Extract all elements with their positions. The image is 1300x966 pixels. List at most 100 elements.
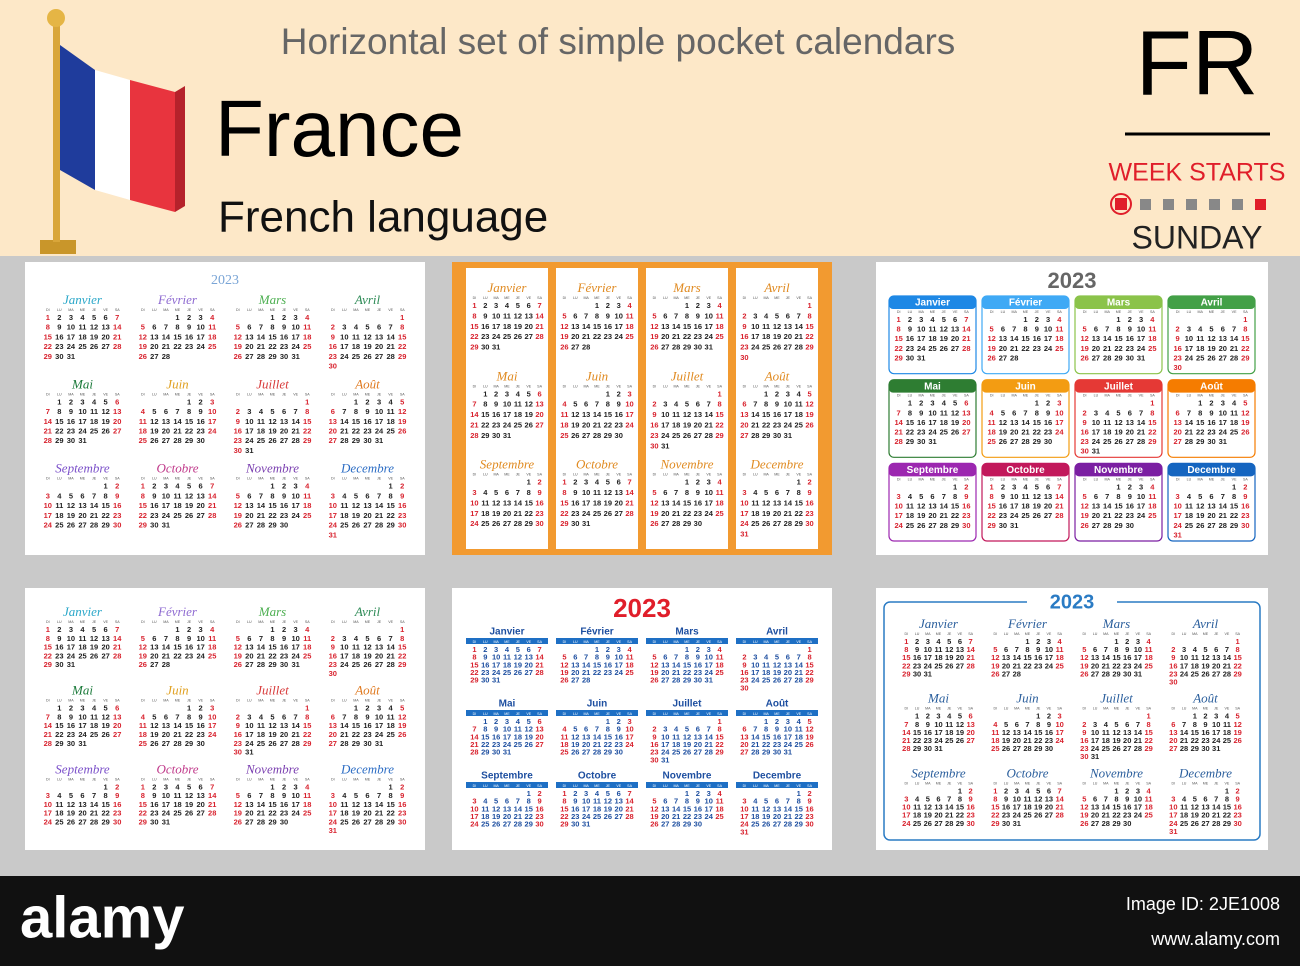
day: 24 [1212,736,1221,745]
day: 29 [139,521,147,530]
day: 6 [1046,482,1050,491]
weekday: SA [210,392,215,396]
day: 28 [257,352,265,361]
day: 7 [1023,408,1027,417]
day: 19 [525,732,533,741]
day: 6 [104,625,108,634]
day: 5 [104,704,108,713]
day: 9 [57,634,61,643]
day: 14 [1102,803,1111,812]
day: 24 [615,668,624,677]
day: 12 [1201,653,1209,662]
day: 16 [694,322,702,331]
day: 3 [80,704,84,713]
day: 4 [1023,482,1028,491]
day: 16 [740,668,748,677]
weekday: ME [930,310,936,314]
weekday-bar [466,710,548,716]
day: 31 [245,748,253,757]
day: 4 [1198,325,1203,334]
weekday: ME [80,699,86,703]
day: 5 [775,653,779,662]
day: 28 [593,748,601,757]
day: 20 [694,420,702,429]
weekday: MA [925,632,931,636]
month-name: Août [764,368,790,383]
day: 14 [208,791,217,800]
day: 11 [503,311,511,320]
day: 6 [573,311,577,320]
day: 28 [162,660,170,669]
day: 17 [1044,334,1052,343]
day: 8 [104,791,108,800]
day: 29 [268,817,276,826]
day: 11 [560,410,568,419]
weekday: DI [473,473,477,477]
weekday: ME [504,640,510,644]
weekday: JE [92,308,97,312]
day: 4 [305,625,310,634]
day: 3 [707,478,711,487]
day: 18 [1103,427,1111,436]
day: 24 [503,740,512,749]
day: 12 [352,800,360,809]
day: 24 [375,730,384,739]
day: 26 [650,519,658,528]
day: 21 [1103,344,1111,353]
day: 31 [1173,530,1181,539]
day: 12 [991,653,999,662]
day: 28 [894,437,902,446]
weekday: LU [663,712,668,716]
day: 25 [1196,353,1204,362]
weekday: DI [563,473,567,477]
day: 14 [340,417,349,426]
day: 4 [947,712,952,721]
day: 4 [990,408,995,417]
day: 2 [365,397,369,406]
day: 3 [584,789,588,798]
month-name: Janvier [489,627,524,638]
day: 21 [582,332,590,341]
day: 13 [245,501,253,510]
weekday: LU [1093,781,1098,785]
day: 23 [1241,511,1249,520]
day: 9 [1001,492,1005,501]
day: 24 [1092,437,1101,446]
day: 10 [625,725,633,734]
day: 3 [472,797,476,806]
weekday: LU [152,699,157,703]
weekday: DI [46,777,50,781]
day: 26 [650,676,658,685]
weekday: JE [1221,394,1226,398]
day: 16 [740,332,748,341]
day: 8 [1025,645,1029,654]
day: 20 [101,332,109,341]
day: 10 [705,653,713,662]
weekday: ME [930,477,936,481]
weekday: LU [573,784,578,788]
day: 11 [672,410,680,419]
day: 13 [661,660,669,669]
day: 3 [69,625,73,634]
day: 17 [740,509,748,518]
day: 17 [1055,418,1063,427]
day: 6 [1093,645,1097,654]
day: 14 [1102,653,1111,662]
day: 7 [92,791,96,800]
weekday: MA [258,308,264,312]
weekday: MA [258,699,264,703]
day: 5 [573,725,577,734]
day: 21 [1055,803,1063,812]
day: 18 [55,511,63,520]
dot [1163,199,1174,210]
day: 7 [797,653,801,662]
day: 30 [615,748,623,757]
weekday: DI [563,712,567,716]
day: 2 [807,478,811,487]
day: 29 [352,739,360,748]
weekday: ME [1116,394,1122,398]
day: 10 [661,732,669,741]
weekday: VE [1136,781,1141,785]
day: 16 [280,332,288,341]
day: 8 [527,488,531,497]
